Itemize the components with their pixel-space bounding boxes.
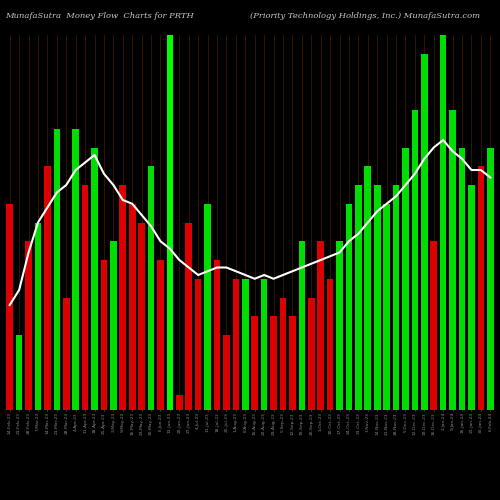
Bar	[270, 316, 277, 410]
Bar	[186, 222, 192, 410]
Bar	[110, 242, 116, 410]
Bar	[63, 298, 70, 410]
Bar	[298, 242, 305, 410]
Bar	[120, 185, 126, 410]
Bar	[402, 148, 409, 410]
Bar	[157, 260, 164, 410]
Bar	[82, 185, 88, 410]
Bar	[232, 278, 239, 410]
Bar	[430, 242, 437, 410]
Bar	[195, 278, 202, 410]
Bar	[204, 204, 211, 410]
Bar	[138, 222, 145, 410]
Bar	[261, 278, 268, 410]
Bar	[355, 185, 362, 410]
Bar	[412, 110, 418, 410]
Bar	[487, 148, 494, 410]
Text: MunafaSutra  Money Flow  Charts for PRTH: MunafaSutra Money Flow Charts for PRTH	[5, 12, 194, 20]
Bar	[308, 298, 314, 410]
Bar	[166, 35, 173, 410]
Bar	[34, 222, 42, 410]
Bar	[393, 185, 400, 410]
Text: (Priority Technology Holdings, Inc.) MunafaSutra.com: (Priority Technology Holdings, Inc.) Mun…	[250, 12, 480, 20]
Bar	[478, 166, 484, 410]
Bar	[16, 335, 22, 410]
Bar	[346, 204, 352, 410]
Bar	[421, 54, 428, 410]
Bar	[450, 110, 456, 410]
Bar	[458, 148, 466, 410]
Bar	[176, 395, 182, 410]
Bar	[318, 242, 324, 410]
Bar	[26, 242, 32, 410]
Bar	[6, 204, 13, 410]
Bar	[374, 185, 380, 410]
Bar	[327, 278, 334, 410]
Bar	[440, 35, 446, 410]
Bar	[214, 260, 220, 410]
Bar	[364, 166, 371, 410]
Bar	[148, 166, 154, 410]
Bar	[129, 204, 136, 410]
Bar	[223, 335, 230, 410]
Bar	[468, 185, 474, 410]
Bar	[384, 204, 390, 410]
Bar	[289, 316, 296, 410]
Bar	[336, 242, 343, 410]
Bar	[54, 128, 60, 410]
Bar	[242, 278, 248, 410]
Bar	[44, 166, 51, 410]
Bar	[280, 298, 286, 410]
Bar	[252, 316, 258, 410]
Bar	[91, 148, 98, 410]
Bar	[72, 128, 79, 410]
Bar	[100, 260, 107, 410]
